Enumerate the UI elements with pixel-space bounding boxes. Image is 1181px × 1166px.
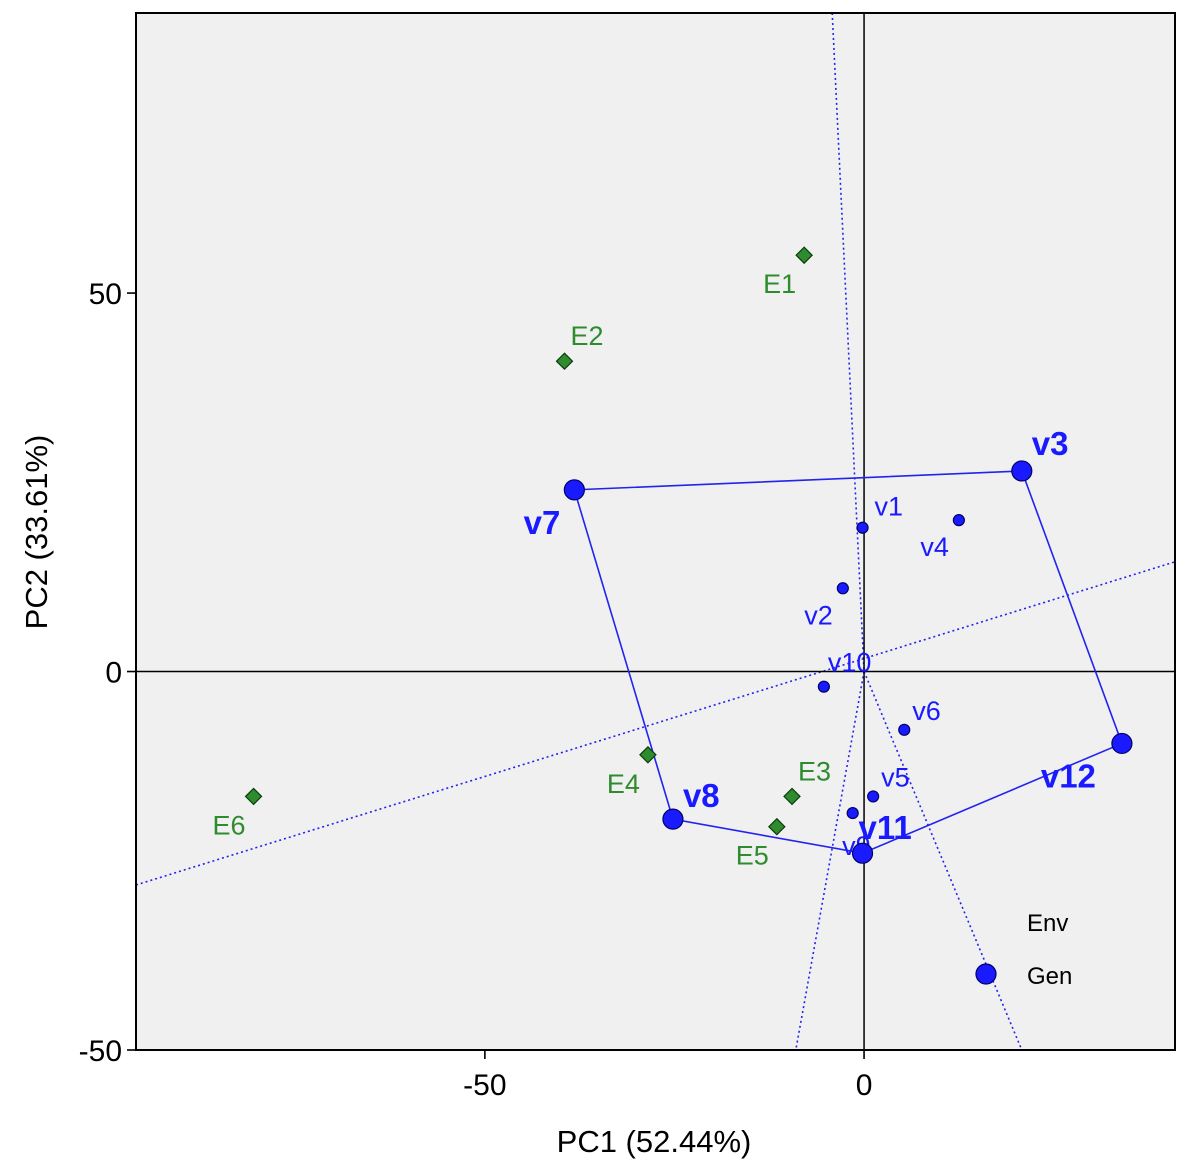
genotype-marker-v10 xyxy=(817,680,830,693)
genotype-label-v11: v11 xyxy=(859,809,912,846)
environment-label-e1: E1 xyxy=(763,269,796,299)
environment-label-e2: E2 xyxy=(570,321,603,351)
genotype-label-v3: v3 xyxy=(1032,425,1069,462)
genotype-marker-v8 xyxy=(662,808,684,830)
y-tick-label: 0 xyxy=(105,657,122,690)
environment-marker-e5 xyxy=(767,817,786,836)
genotype-label-v10: v10 xyxy=(828,648,872,678)
environment-label-e5: E5 xyxy=(736,841,769,871)
genotype-label-v12: v12 xyxy=(1041,757,1096,794)
environment-markers: E1 E2 E3 E4 E5 E6 xyxy=(213,246,831,871)
y-tick-label: 50 xyxy=(89,278,122,311)
genotype-label-v2: v2 xyxy=(804,600,833,630)
genotype-markers: v1v2v3v4v5v6v7v8v9v10v11v12 xyxy=(524,425,1133,864)
environment-label-e4: E4 xyxy=(607,769,640,799)
genotype-label-v1: v1 xyxy=(875,492,904,522)
genotype-marker-v7 xyxy=(563,479,585,501)
x-axis-title: PC1 (52.44%) xyxy=(557,1124,752,1159)
legend-marker-gen xyxy=(975,963,997,985)
legend-label-env: Env xyxy=(1027,910,1068,937)
x-tick-label: -50 xyxy=(463,1069,506,1102)
x-tick-label: 0 xyxy=(856,1069,873,1102)
environment-marker-e1 xyxy=(795,246,813,265)
plot-frame xyxy=(135,12,1176,1051)
plot-border xyxy=(135,12,1176,1051)
environment-label-e3: E3 xyxy=(798,756,831,786)
genotype-marker-v2 xyxy=(836,582,849,595)
genotype-marker-v12 xyxy=(1111,732,1133,755)
genotype-label-v6: v6 xyxy=(912,696,941,726)
genotype-marker-v5 xyxy=(867,790,880,803)
genotype-marker-v6 xyxy=(898,723,911,736)
genotype-marker-v4 xyxy=(952,514,965,527)
axis-ticks: -50 0 -50 0 50 xyxy=(79,278,873,1102)
legend-label-gen: Gen xyxy=(1027,963,1072,990)
environment-marker-e4 xyxy=(639,745,657,764)
environment-marker-e2 xyxy=(555,352,574,371)
polygon-outline xyxy=(573,470,1123,855)
convex-hull-polygon xyxy=(573,470,1123,855)
genotype-label-v7: v7 xyxy=(524,504,561,541)
sector-line xyxy=(863,671,1023,1050)
genotype-label-v5: v5 xyxy=(881,762,910,792)
legend: Env Gen xyxy=(975,910,1072,990)
genotype-label-v8: v8 xyxy=(683,777,720,814)
sector-line xyxy=(136,561,1175,886)
sector-line xyxy=(795,671,865,1050)
sector-lines xyxy=(136,13,1175,1050)
genotype-label-v4: v4 xyxy=(920,532,949,562)
genotype-marker-v1 xyxy=(856,521,869,534)
environment-marker-e6 xyxy=(244,787,263,806)
y-axis-title: PC2 (33.61%) xyxy=(19,435,54,630)
genotype-marker-v11 xyxy=(851,842,874,864)
genotype-marker-v3 xyxy=(1011,460,1033,482)
plot-area-background xyxy=(136,13,1175,1050)
environment-marker-e3 xyxy=(783,787,801,806)
y-tick-label: -50 xyxy=(79,1035,122,1068)
genotype-marker-v9 xyxy=(846,806,859,820)
environment-label-e6: E6 xyxy=(213,810,246,840)
